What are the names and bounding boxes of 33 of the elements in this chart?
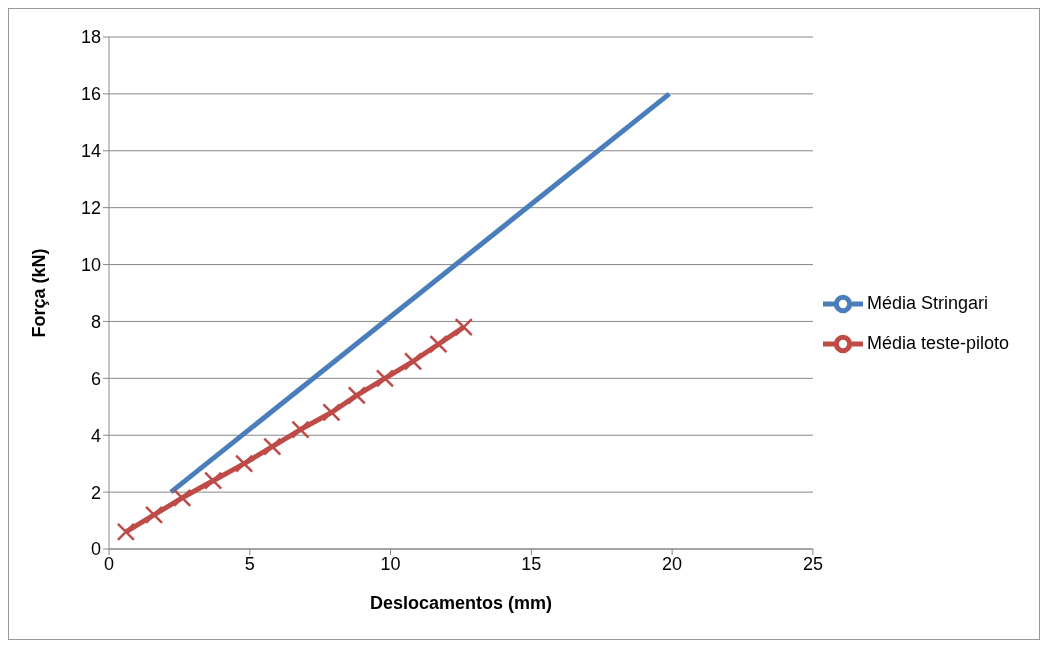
x-tick-label: 0 [103, 553, 115, 574]
y-tick-label: 4 [90, 425, 101, 446]
x-axis-title: Deslocamentos (mm) [369, 593, 552, 613]
y-tick-label: 12 [80, 198, 101, 219]
point [203, 471, 223, 490]
point [429, 334, 448, 354]
y-tick-label: 18 [80, 27, 101, 48]
y-tick-label: 8 [90, 311, 101, 332]
legend-label: Média teste-piloto [866, 332, 1009, 353]
point [454, 317, 474, 337]
y-tick-label: 10 [80, 254, 101, 275]
point [144, 505, 164, 525]
point [116, 522, 136, 542]
point [403, 352, 423, 371]
y-tick-label: 2 [90, 482, 101, 503]
point [172, 488, 192, 508]
y-axis-title: Força (kN) [29, 248, 50, 338]
point [322, 403, 341, 422]
x-tick-label: 20 [662, 553, 683, 574]
y-tick-label: 0 [90, 539, 101, 560]
x-tick-label: 25 [802, 553, 823, 574]
x-tick-label: 10 [380, 553, 401, 574]
y-tick-label: 6 [90, 368, 101, 389]
point [347, 386, 367, 405]
y-tick-label: 14 [80, 141, 101, 162]
x-tick-label: 5 [244, 553, 255, 574]
point [234, 454, 254, 473]
x-tick-label: 15 [521, 553, 542, 574]
point [375, 369, 395, 388]
legend-label: Média Stringari [866, 292, 988, 313]
point [291, 420, 310, 439]
point [263, 437, 282, 456]
y-tick-label: 16 [80, 84, 101, 105]
